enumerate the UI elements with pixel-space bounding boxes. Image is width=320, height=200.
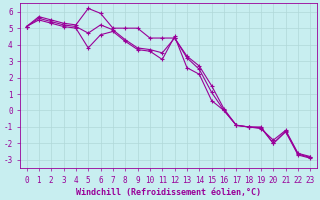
X-axis label: Windchill (Refroidissement éolien,°C): Windchill (Refroidissement éolien,°C) (76, 188, 261, 197)
